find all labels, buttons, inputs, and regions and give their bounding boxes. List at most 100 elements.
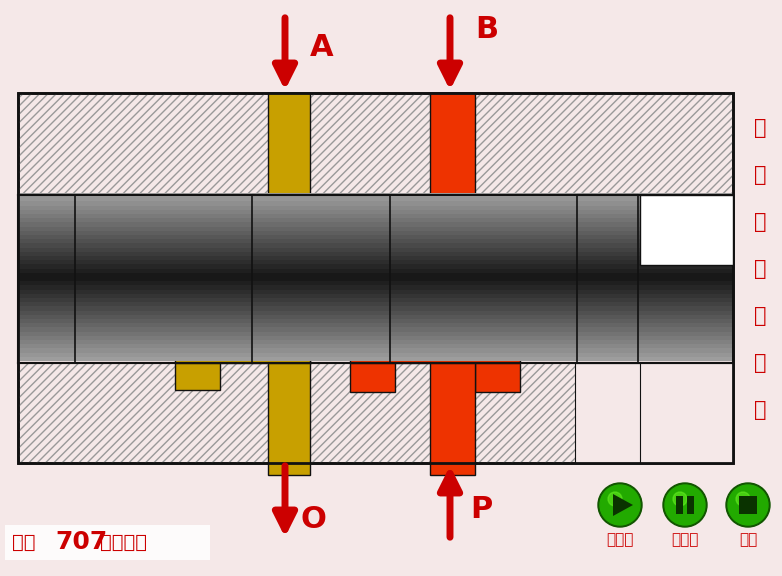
- Bar: [75, 357, 252, 361]
- Bar: [18, 195, 733, 363]
- Bar: [638, 226, 733, 231]
- Text: A: A: [310, 33, 334, 63]
- Bar: [390, 218, 577, 222]
- Text: 707: 707: [55, 530, 107, 554]
- Bar: [75, 201, 252, 206]
- Bar: [390, 256, 577, 260]
- Bar: [640, 195, 733, 268]
- Text: 四: 四: [754, 212, 766, 232]
- Bar: [638, 302, 733, 306]
- Bar: [75, 277, 252, 281]
- Text: 二: 二: [754, 118, 766, 138]
- Bar: [18, 340, 733, 344]
- Bar: [75, 193, 252, 197]
- Bar: [75, 348, 252, 353]
- Bar: [75, 226, 252, 231]
- Bar: [75, 306, 252, 310]
- Bar: [638, 193, 733, 197]
- Bar: [18, 218, 733, 222]
- Bar: [75, 323, 252, 327]
- Text: 阀: 阀: [754, 400, 766, 420]
- Bar: [75, 336, 252, 340]
- Polygon shape: [613, 494, 633, 516]
- Bar: [5, 525, 210, 560]
- Bar: [18, 93, 733, 463]
- Bar: [638, 310, 733, 314]
- Bar: [390, 294, 577, 298]
- Bar: [390, 290, 577, 294]
- Bar: [638, 298, 733, 302]
- Bar: [75, 210, 252, 214]
- Bar: [638, 272, 733, 277]
- Bar: [75, 239, 252, 243]
- Bar: [18, 290, 733, 294]
- Bar: [687, 496, 694, 514]
- Bar: [638, 323, 733, 327]
- Bar: [18, 323, 733, 327]
- Bar: [18, 314, 733, 319]
- Bar: [75, 353, 252, 357]
- Bar: [18, 201, 733, 206]
- Bar: [18, 272, 733, 277]
- Bar: [268, 363, 310, 475]
- Bar: [18, 281, 733, 285]
- Bar: [75, 344, 252, 348]
- Bar: [390, 222, 577, 226]
- Bar: [75, 340, 252, 344]
- Bar: [75, 294, 252, 298]
- Bar: [390, 298, 577, 302]
- Bar: [18, 327, 733, 332]
- Bar: [18, 93, 733, 463]
- Bar: [640, 195, 733, 265]
- Bar: [638, 231, 733, 235]
- Bar: [638, 268, 733, 272]
- Bar: [75, 298, 252, 302]
- Text: 化工: 化工: [12, 532, 35, 551]
- Bar: [18, 222, 733, 226]
- Circle shape: [598, 483, 642, 527]
- Bar: [75, 264, 252, 268]
- Bar: [390, 310, 577, 314]
- Bar: [638, 197, 733, 201]
- Bar: [638, 218, 733, 222]
- Bar: [18, 93, 733, 463]
- Bar: [638, 222, 733, 226]
- Text: 停止: 停止: [739, 532, 757, 548]
- Bar: [18, 193, 733, 197]
- Bar: [638, 206, 733, 210]
- Bar: [18, 310, 733, 314]
- Bar: [390, 281, 577, 285]
- Bar: [390, 332, 577, 336]
- Bar: [638, 256, 733, 260]
- Bar: [75, 260, 252, 264]
- Bar: [638, 344, 733, 348]
- Bar: [638, 195, 733, 363]
- Bar: [390, 214, 577, 218]
- Bar: [75, 231, 252, 235]
- Bar: [638, 252, 733, 256]
- Bar: [390, 340, 577, 344]
- Text: 位: 位: [754, 165, 766, 185]
- Bar: [18, 344, 733, 348]
- Circle shape: [600, 485, 640, 525]
- Bar: [18, 357, 733, 361]
- Bar: [638, 243, 733, 248]
- Circle shape: [726, 483, 770, 527]
- Bar: [390, 226, 577, 231]
- Bar: [75, 222, 252, 226]
- Bar: [75, 310, 252, 314]
- Bar: [18, 195, 733, 363]
- Circle shape: [665, 485, 705, 525]
- Bar: [390, 302, 577, 306]
- Text: B: B: [475, 16, 498, 44]
- Bar: [390, 348, 577, 353]
- Bar: [390, 344, 577, 348]
- Bar: [18, 214, 733, 218]
- Bar: [18, 256, 733, 260]
- Circle shape: [608, 492, 622, 506]
- Bar: [739, 496, 757, 514]
- Bar: [18, 319, 733, 323]
- Bar: [75, 195, 252, 363]
- Bar: [75, 268, 252, 272]
- Bar: [638, 332, 733, 336]
